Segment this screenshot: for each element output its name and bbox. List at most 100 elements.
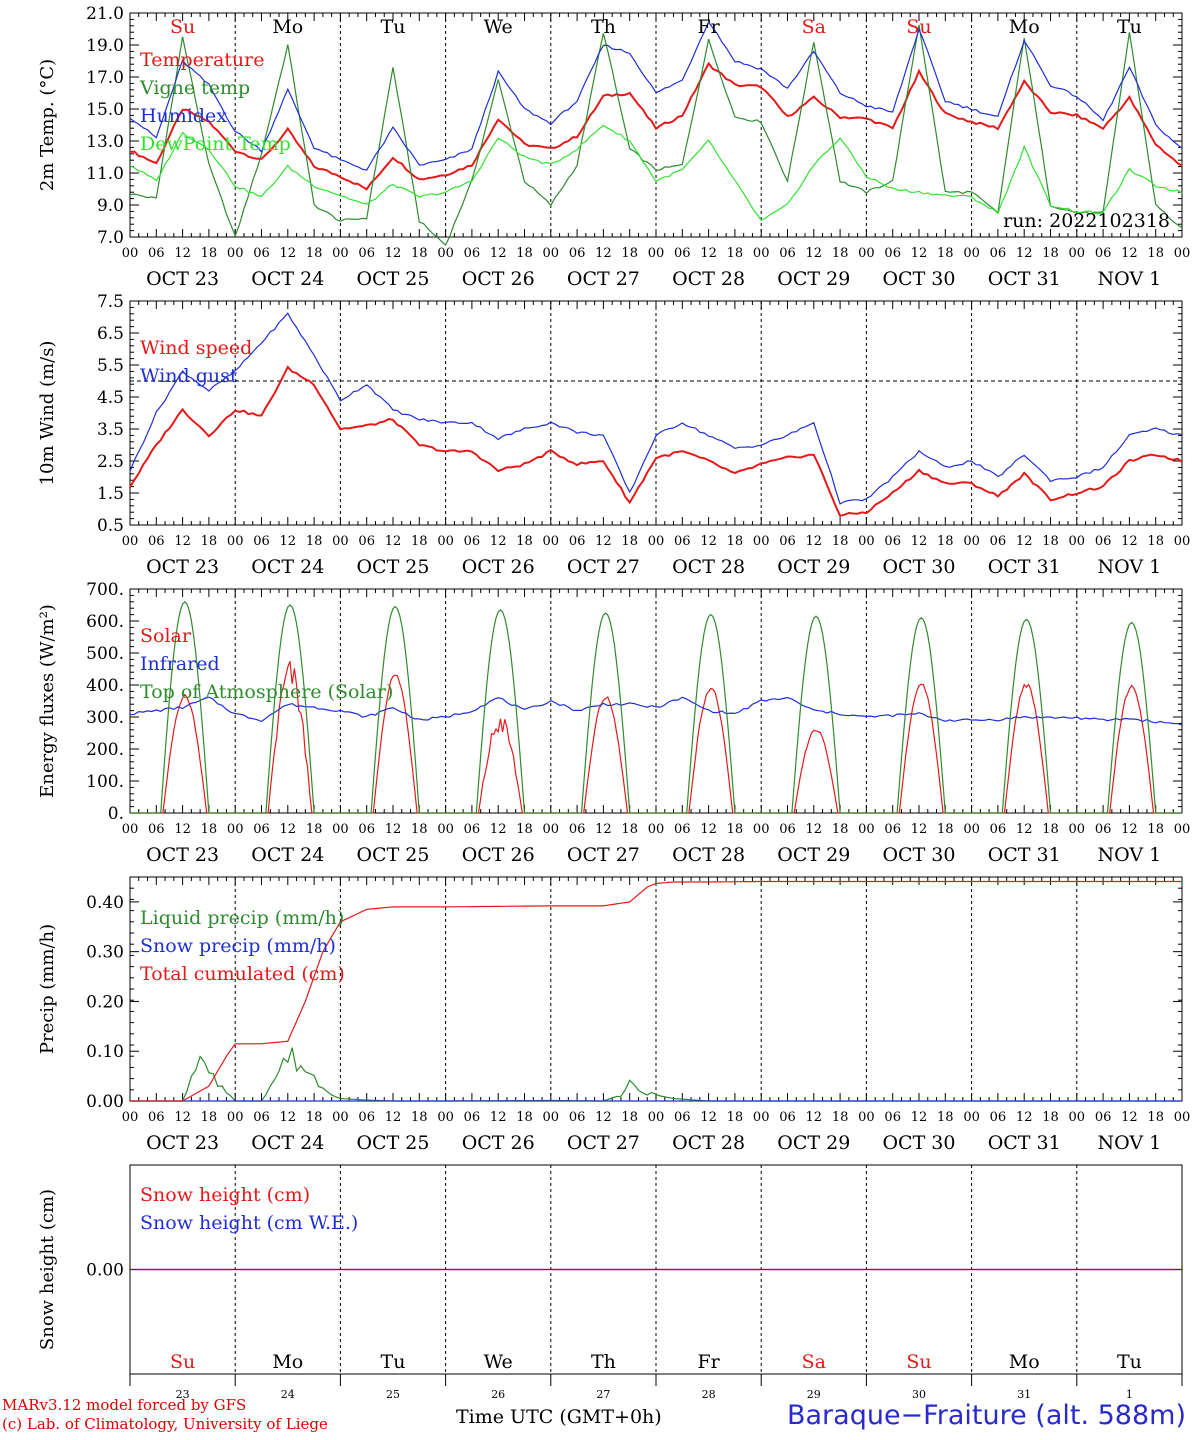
x-hour-label: 12 (1016, 822, 1033, 837)
x-hour-label: 00 (332, 822, 349, 837)
y-tick-label: 0.20 (86, 992, 124, 1012)
x-hour-label: 06 (1095, 246, 1112, 261)
x-hour-label: 06 (884, 1110, 901, 1125)
x-hour-label: 00 (753, 534, 770, 549)
x-date-label: OCT 26 (462, 844, 535, 866)
x-date-label: OCT 27 (567, 844, 640, 866)
x-hour-label: 18 (306, 246, 323, 261)
x-hour-label: 18 (201, 246, 218, 261)
x-date-label: OCT 27 (567, 1132, 640, 1154)
x-day-name: Fr (697, 1351, 720, 1373)
x-hour-label: 06 (358, 1110, 375, 1125)
x-hour-label: 18 (201, 1110, 218, 1125)
x-hour-label: 12 (385, 822, 402, 837)
x-hour-label: 12 (700, 246, 717, 261)
x-hour-label: 06 (990, 534, 1007, 549)
x-hour-label: 06 (990, 1110, 1007, 1125)
x-hour-label: 06 (884, 534, 901, 549)
top-day-name: Fr (697, 16, 720, 38)
x-hour-label: 00 (1069, 822, 1086, 837)
x-hour-label: 18 (727, 822, 744, 837)
legend-entry: Total cumulated (cm) (140, 963, 345, 985)
x-date-label: OCT 31 (988, 844, 1061, 866)
x-hour-label: 00 (648, 1110, 665, 1125)
plot-frame (129, 300, 1183, 526)
x-day-number: 26 (491, 1388, 505, 1401)
x-hour-label: 12 (1016, 1110, 1033, 1125)
y-axis-label: 2m Temp. (°C) (37, 59, 58, 191)
x-hour-label: 12 (490, 822, 507, 837)
legend-entry: Top of Atmosphere (Solar) (140, 681, 393, 703)
x-hour-label: 18 (832, 534, 849, 549)
x-date-label: OCT 31 (988, 556, 1061, 578)
series-line-lightgreen (129, 124, 1183, 221)
x-hour-label: 18 (937, 534, 954, 549)
y-tick-label: 9.0 (97, 196, 124, 216)
x-hour-label: 06 (358, 534, 375, 549)
y-tick-label: 600. (86, 612, 124, 632)
x-date-label: OCT 30 (882, 1132, 955, 1154)
top-day-name: Su (170, 16, 195, 38)
legend-entry: Liquid precip (mm/h) (140, 907, 344, 929)
x-hour-label: 12 (700, 1110, 717, 1125)
x-hour-label: 12 (1016, 534, 1033, 549)
x-hour-label: 12 (385, 534, 402, 549)
x-hour-label: 06 (884, 822, 901, 837)
legend-entry: Snow precip (mm/h) (140, 935, 336, 957)
x-hour-label: 18 (516, 1110, 533, 1125)
x-hour-label: 12 (911, 1110, 928, 1125)
x-hour-label: 18 (411, 822, 428, 837)
x-hour-label: 18 (306, 1110, 323, 1125)
y-tick-label: 13.0 (86, 132, 124, 152)
legend-entry: Vigne temp (139, 77, 250, 99)
x-hour-label: 00 (753, 822, 770, 837)
x-day-name: Mo (272, 1351, 303, 1373)
x-date-label: NOV 1 (1098, 1132, 1162, 1154)
x-hour-label: 00 (753, 246, 770, 261)
x-hour-label: 12 (490, 246, 507, 261)
x-day-number: 28 (702, 1388, 716, 1401)
top-day-name: Mo (272, 16, 303, 38)
x-date-label: NOV 1 (1098, 556, 1162, 578)
x-hour-label: 12 (280, 246, 297, 261)
legend-entry: Wind speed (140, 337, 252, 359)
x-hour-label: 06 (884, 246, 901, 261)
x-date-label: OCT 28 (672, 556, 745, 578)
x-hour-label: 06 (674, 822, 691, 837)
x-date-label: NOV 1 (1098, 268, 1162, 290)
x-hour-label: 00 (227, 246, 244, 261)
x-hour-label: 12 (806, 822, 823, 837)
x-hour-label: 18 (201, 534, 218, 549)
y-tick-label: 11.0 (86, 164, 124, 184)
legend-entry: DewPoint Temp (140, 133, 291, 155)
x-hour-label: 06 (253, 246, 270, 261)
x-day-name: Tu (1117, 1351, 1142, 1373)
x-hour-label: 06 (148, 534, 165, 549)
y-tick-label: 4.5 (97, 388, 124, 408)
y-tick-label: 17.0 (86, 68, 124, 88)
y-tick-label: 6.5 (97, 324, 124, 344)
x-hour-label: 00 (963, 1110, 980, 1125)
x-date-label: OCT 23 (146, 1132, 219, 1154)
top-day-name: Mo (1009, 16, 1040, 38)
x-date-label: OCT 23 (146, 844, 219, 866)
y-tick-label: 0.10 (86, 1042, 124, 1062)
x-date-label: OCT 30 (882, 844, 955, 866)
series-line-green (130, 600, 1182, 814)
x-hour-label: 00 (543, 534, 560, 549)
y-tick-label: 7.0 (97, 228, 124, 248)
legend-entry: Temperature (140, 49, 264, 71)
x-day-number: 30 (912, 1388, 926, 1401)
top-day-name: Su (906, 16, 931, 38)
x-hour-label: 18 (1042, 1110, 1059, 1125)
x-hour-label: 18 (727, 534, 744, 549)
x-date-label: OCT 28 (672, 844, 745, 866)
panel-4: 0.00 0.10 0.20 0.30 0.40 Precip (mm/h) Liquid … (37, 876, 1190, 1154)
y-tick-label: 1.5 (97, 484, 124, 504)
x-hour-label: 18 (516, 534, 533, 549)
x-hour-label: 06 (569, 822, 586, 837)
y-axis-label: Precip (mm/h) (37, 924, 58, 1054)
x-hour-label: 12 (1121, 1110, 1138, 1125)
y-tick-label: 0.00 (86, 1261, 124, 1281)
